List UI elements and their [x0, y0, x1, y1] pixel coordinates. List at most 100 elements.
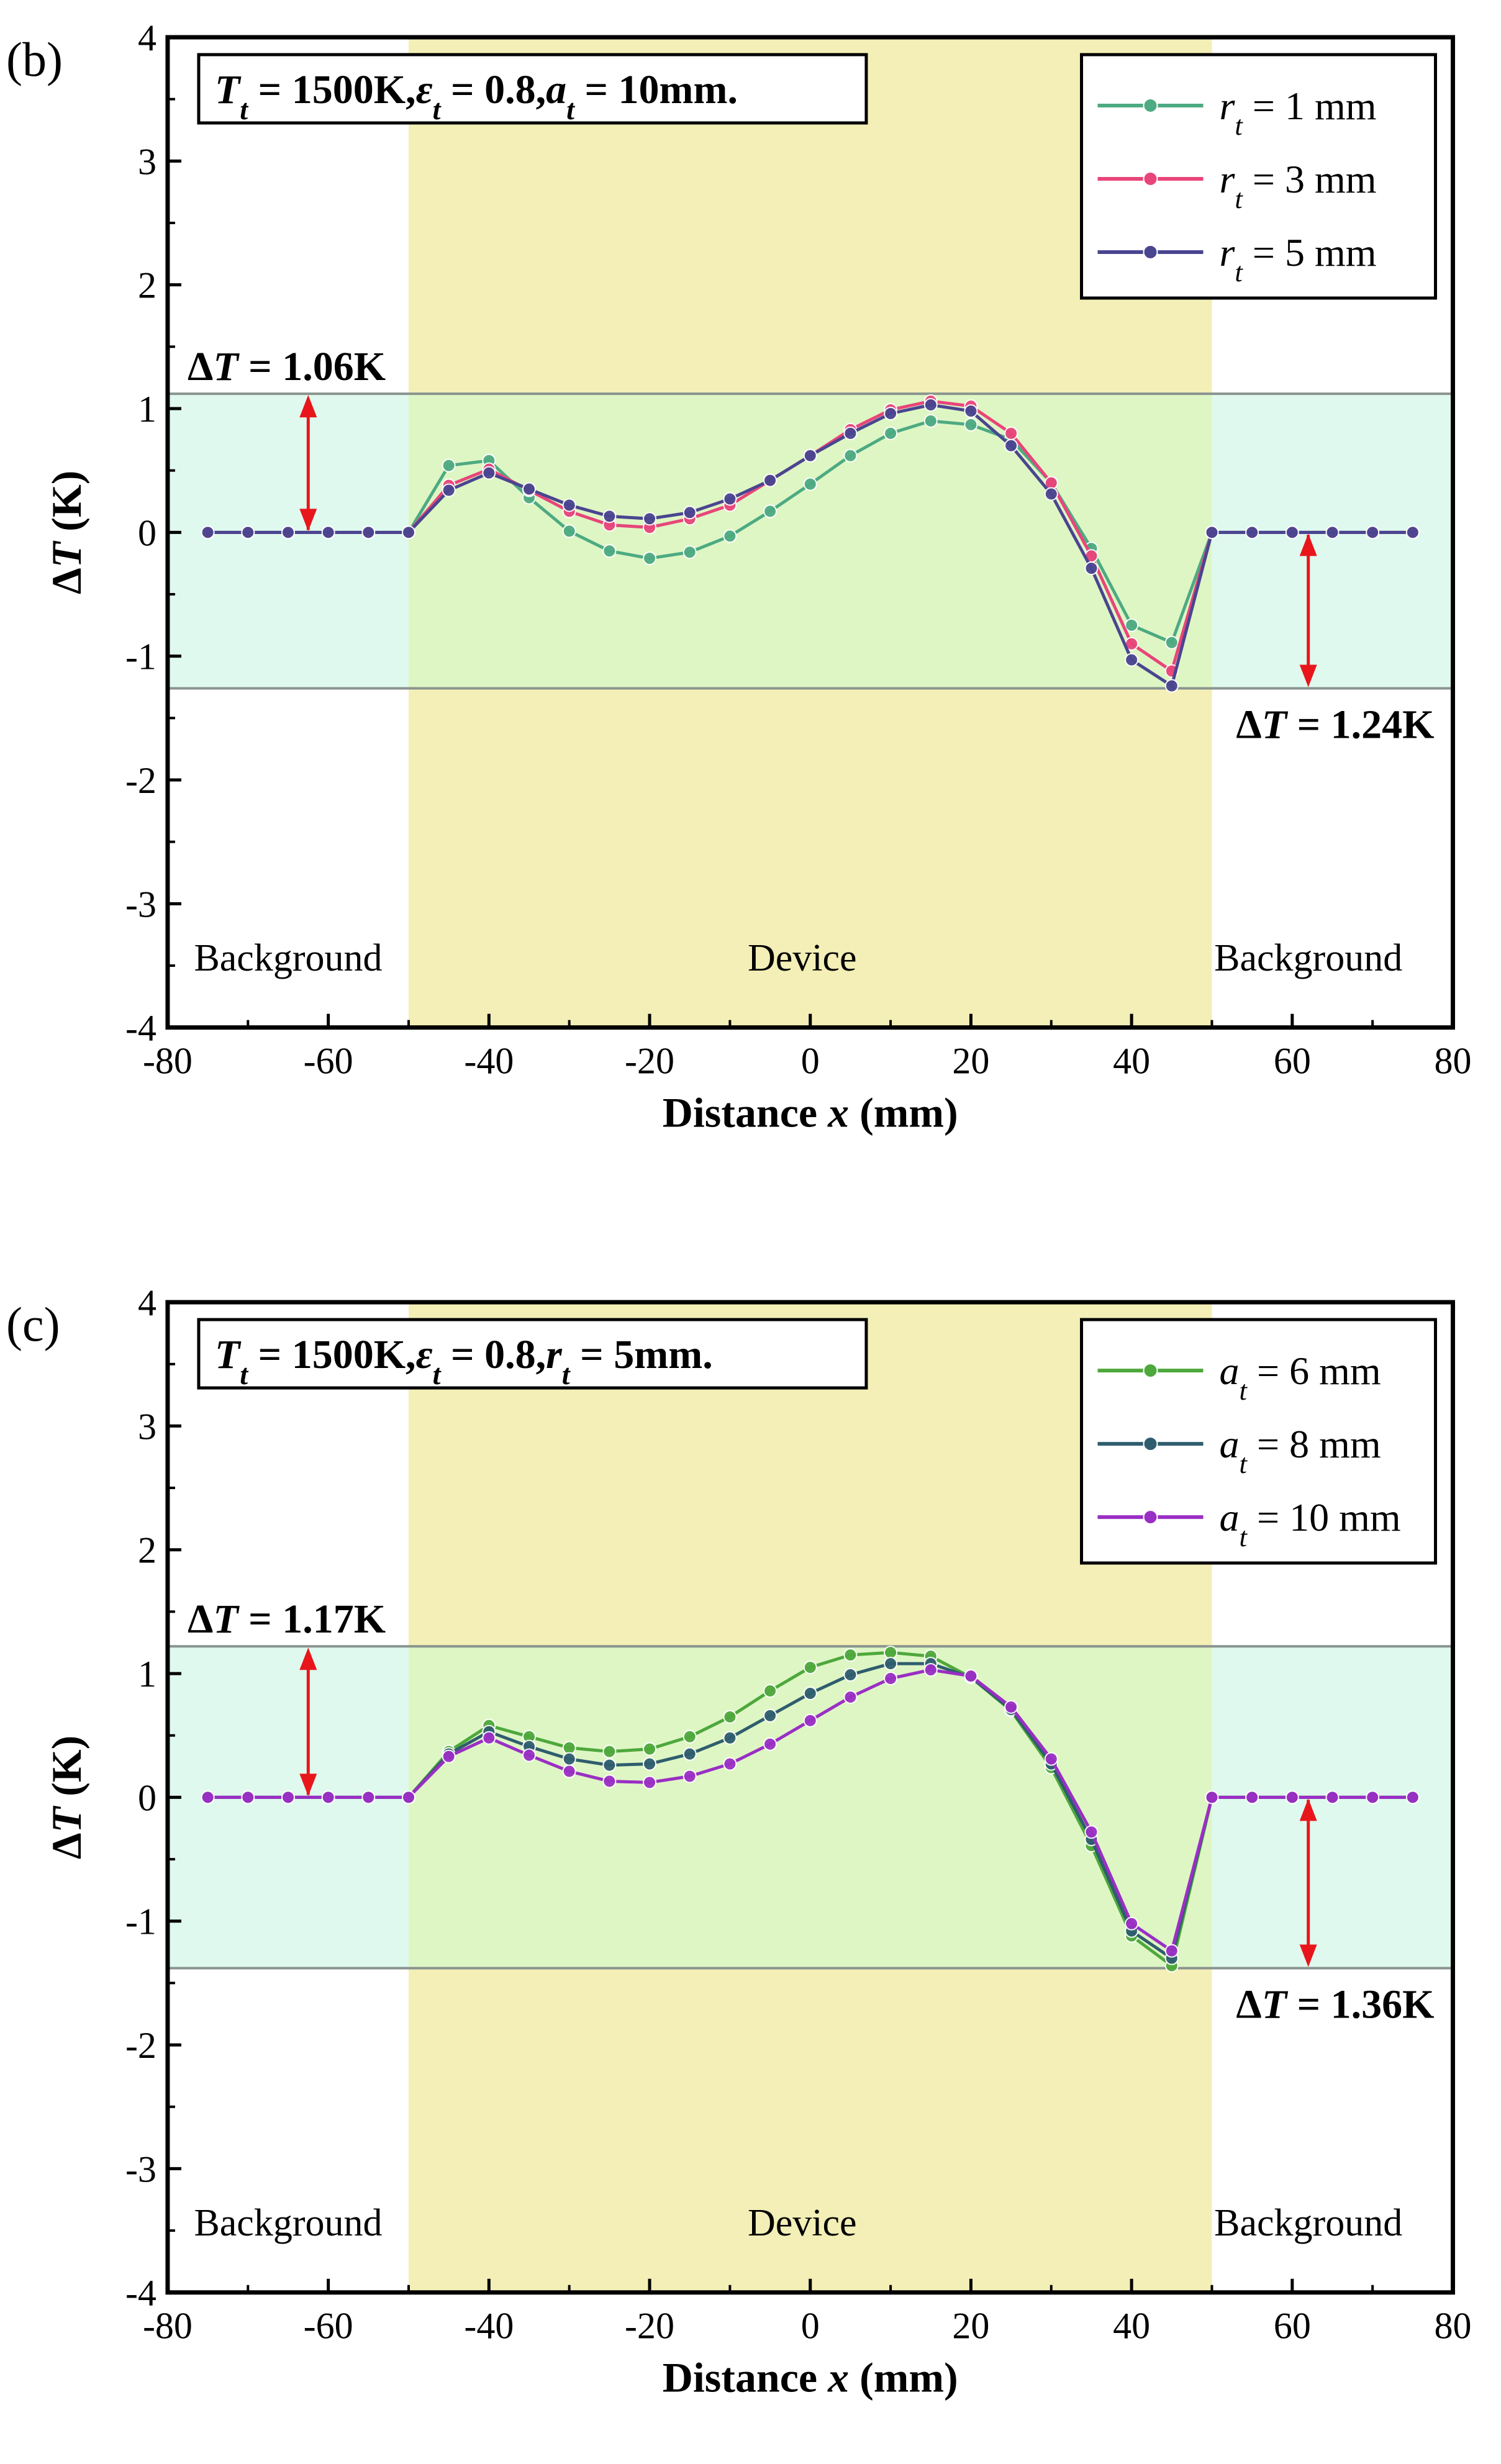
data-point [401, 525, 415, 540]
y-tick-label: 1 [138, 1654, 156, 1695]
data-point [562, 524, 576, 538]
legend-swatch-marker [1143, 1436, 1158, 1452]
y-tick-label: -4 [125, 2273, 156, 2314]
data-point [1004, 438, 1018, 453]
data-point [201, 525, 215, 540]
legend-box [1080, 1318, 1438, 1565]
data-point [964, 1669, 978, 1683]
data-point [1366, 1790, 1380, 1805]
data-point [763, 1683, 778, 1698]
data-point [562, 1764, 576, 1778]
x-tick-label: 80 [1435, 1041, 1472, 1082]
x-tick-label: -20 [625, 1041, 674, 1082]
upper-arrow-head-bottom [299, 1773, 317, 1796]
data-point [763, 473, 778, 487]
data-point [1125, 618, 1139, 632]
data-point [884, 406, 898, 420]
params-box [197, 1318, 868, 1390]
y-tick-label: 1 [138, 389, 156, 430]
upper-arrow-head [299, 1647, 317, 1670]
y-tick-label: 3 [138, 141, 156, 182]
x-tick-label: 60 [1274, 2306, 1311, 2347]
data-point [401, 1790, 415, 1805]
data-point [884, 1657, 898, 1671]
legend-entry-2: rt = 3 mm [1220, 157, 1377, 214]
data-point [1366, 525, 1380, 540]
data-point [843, 1648, 858, 1662]
x-tick-label: 20 [952, 1041, 989, 1082]
data-point [843, 448, 858, 463]
panel-b: Background Device Background ΔT = 1.06K ΔT =… [6, 17, 1472, 1136]
data-point [723, 529, 737, 543]
legend-entry-1: rt = 1 mm [1220, 84, 1377, 141]
data-point [723, 1731, 737, 1745]
data-point [1405, 525, 1420, 540]
x-tick-label: -40 [464, 1041, 514, 1082]
data-point [602, 544, 617, 558]
data-point [1125, 653, 1139, 667]
panel-label: (c) [6, 1297, 60, 1351]
upper-delta-annotation: ΔT = 1.06K [188, 344, 386, 389]
data-point [1004, 1700, 1018, 1714]
data-point [602, 509, 617, 523]
data-point [1285, 525, 1299, 540]
data-point [522, 482, 537, 496]
data-point [1084, 561, 1099, 576]
data-point [1164, 679, 1179, 693]
lower-arrow-head-top [1299, 1798, 1317, 1821]
data-point [1125, 1916, 1139, 1931]
data-point [643, 512, 657, 526]
x-tick-label: -60 [304, 1041, 353, 1082]
data-point [602, 1744, 617, 1759]
legend-swatch-marker [1143, 1510, 1158, 1525]
data-point [843, 1668, 858, 1682]
y-tick-label: -3 [125, 2149, 156, 2190]
y-tick-label: -1 [125, 636, 156, 677]
panel-c: Background Device Background ΔT = 1.17K ΔT =… [6, 1282, 1472, 2401]
y-tick-label: 0 [138, 512, 156, 553]
data-point [682, 545, 697, 559]
data-point [442, 1749, 456, 1764]
panel-label: (b) [6, 32, 63, 86]
legend-swatch-marker [1143, 1363, 1158, 1379]
data-point [1405, 1790, 1420, 1805]
range-band-left [167, 1646, 409, 1968]
data-point [643, 1742, 657, 1756]
x-tick-label: 20 [952, 2306, 989, 2347]
data-point [964, 417, 978, 432]
data-point [602, 1774, 617, 1788]
y-tick-label: -2 [125, 760, 156, 801]
legend-box [1080, 53, 1438, 300]
lower-arrow-head [1299, 1944, 1317, 1967]
data-point [964, 404, 978, 418]
data-point [843, 1690, 858, 1704]
y-tick-label: -2 [125, 2025, 156, 2066]
x-tick-label: 60 [1274, 1041, 1311, 1082]
legend-entry-3: rt = 5 mm [1220, 230, 1377, 288]
legend-swatch-marker [1143, 97, 1158, 113]
data-point [1285, 1790, 1299, 1805]
legend-entry-2: at = 8 mm [1220, 1422, 1381, 1479]
region-label: Device [748, 937, 857, 979]
data-point [201, 1790, 215, 1805]
legend-entry-1: at = 6 mm [1220, 1349, 1381, 1406]
data-point [1084, 1825, 1099, 1839]
data-point [321, 525, 335, 540]
x-axis-title: Distance x (mm) [663, 2354, 958, 2401]
region-label: Device [748, 2202, 857, 2244]
x-tick-label: -20 [625, 2306, 674, 2347]
region-label: Background [194, 2202, 382, 2244]
y-tick-label: -1 [125, 1901, 156, 1942]
data-point [843, 426, 858, 440]
region-label: Background [194, 937, 382, 979]
data-point [1205, 1790, 1219, 1805]
data-point [763, 504, 778, 519]
data-point [1245, 1790, 1259, 1805]
range-band-left [167, 394, 409, 689]
x-tick-label: -40 [464, 2306, 514, 2347]
data-point [1164, 635, 1179, 650]
x-tick-label: 40 [1113, 1041, 1150, 1082]
data-point [643, 551, 657, 566]
y-tick-label: 2 [138, 265, 156, 306]
data-point [682, 1747, 697, 1761]
